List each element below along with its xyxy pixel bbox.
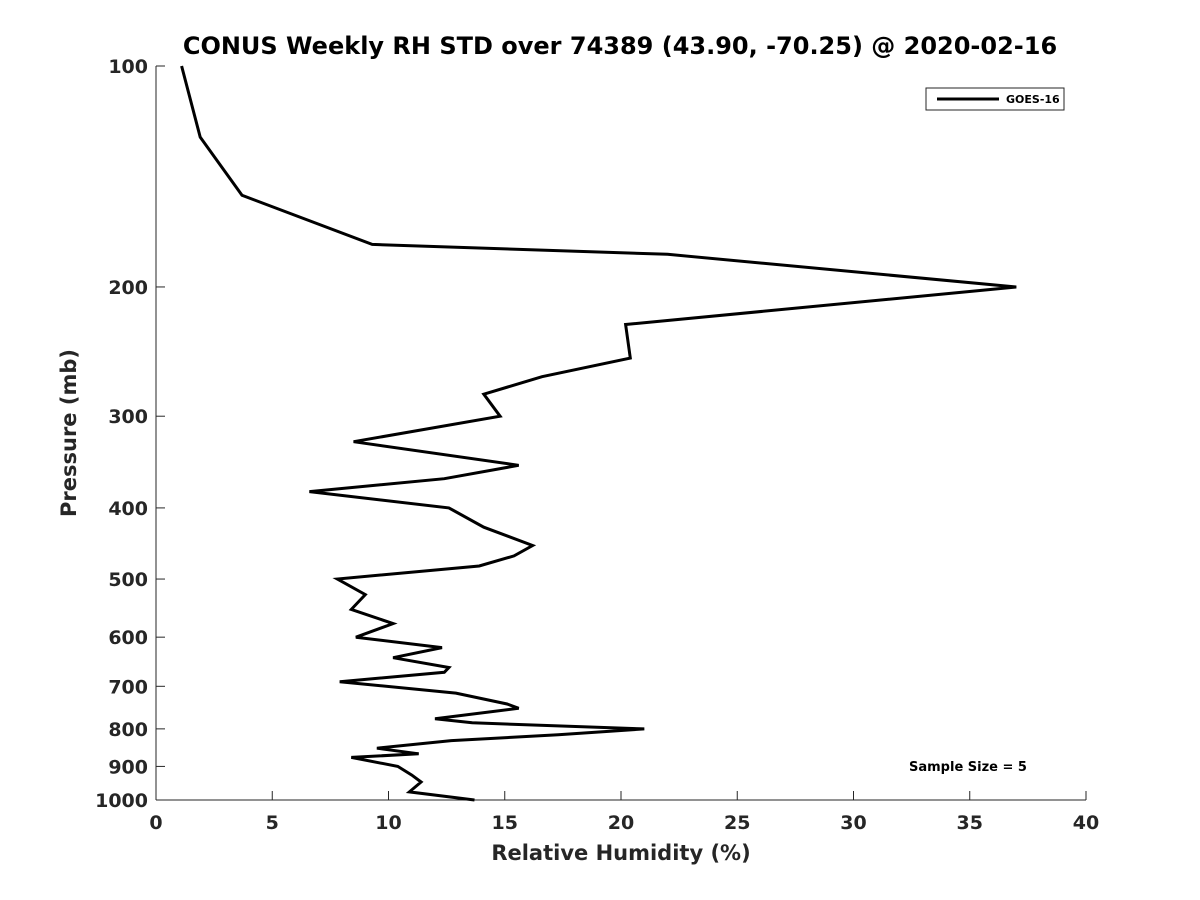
x-tick-label: 25 xyxy=(724,812,750,834)
y-tick-label: 500 xyxy=(108,569,148,591)
series-line-goes-16 xyxy=(180,65,1017,802)
y-axis-ticks: 100 200 300 400 500 600 700 800 900 1000 xyxy=(95,56,165,812)
series-layer xyxy=(180,65,1017,802)
y-tick-label: 600 xyxy=(108,627,148,649)
x-axis-ticks: 0 5 10 15 20 25 30 35 40 xyxy=(149,791,1099,834)
y-tick-label: 400 xyxy=(108,498,148,520)
legend: GOES-16 xyxy=(925,87,1065,111)
x-tick-label: 10 xyxy=(375,812,401,834)
x-tick-label: 5 xyxy=(266,812,279,834)
x-tick-label: 0 xyxy=(149,812,162,834)
x-tick-label: 35 xyxy=(957,812,983,834)
sample-size-annotation: Sample Size = 5 xyxy=(909,760,1027,775)
legend-label-goes-16: GOES-16 xyxy=(1006,93,1060,106)
x-axis-label: Relative Humidity (%) xyxy=(491,841,750,865)
x-tick-label: 40 xyxy=(1073,812,1099,834)
y-tick-label: 200 xyxy=(108,277,148,299)
y-tick-label: 900 xyxy=(108,756,148,778)
y-tick-label: 700 xyxy=(108,676,148,698)
x-tick-label: 30 xyxy=(840,812,866,834)
y-tick-label: 100 xyxy=(108,56,148,78)
y-tick-label: 800 xyxy=(108,719,148,741)
y-tick-label: 300 xyxy=(108,406,148,428)
chart-title: CONUS Weekly RH STD over 74389 (43.90, -… xyxy=(183,32,1057,60)
y-axis-label: Pressure (mb) xyxy=(57,349,81,517)
x-tick-label: 20 xyxy=(608,812,634,834)
x-tick-label: 15 xyxy=(492,812,518,834)
y-tick-label: 1000 xyxy=(95,790,148,812)
